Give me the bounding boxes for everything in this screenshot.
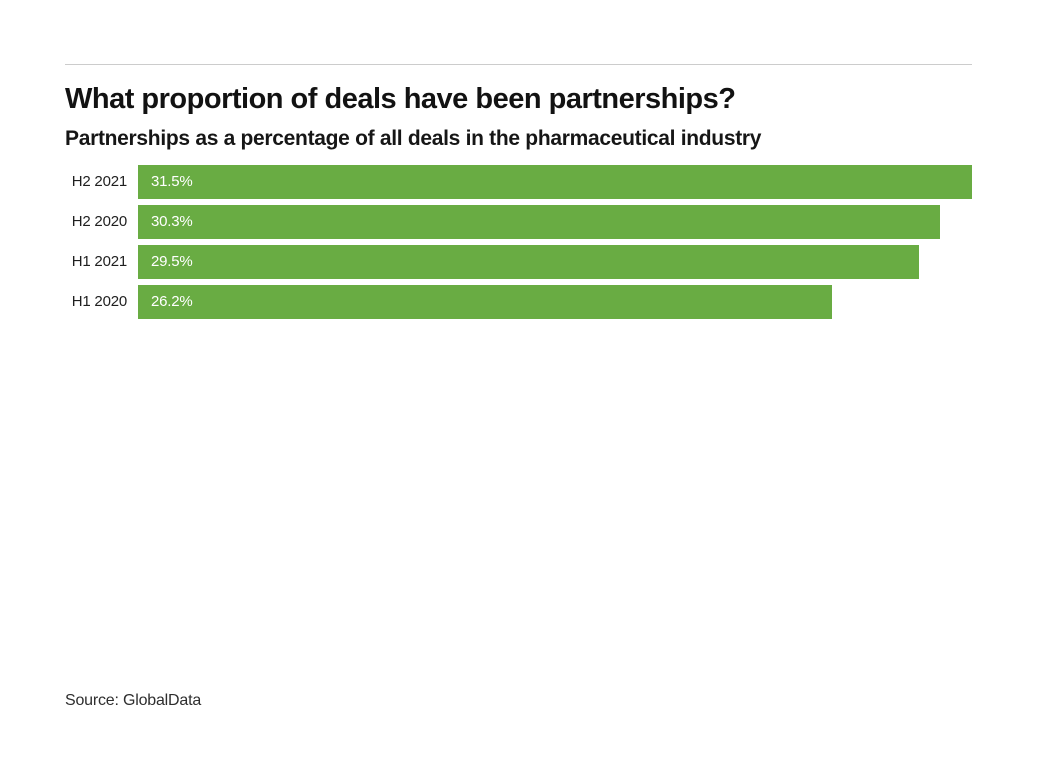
bar-track: 26.2%: [138, 284, 972, 319]
chart-title: What proportion of deals have been partn…: [65, 83, 736, 115]
bar-track: 29.5%: [138, 244, 972, 279]
bar: 29.5%: [138, 244, 920, 279]
top-divider: [65, 64, 972, 65]
category-label: H1 2020: [71, 293, 128, 311]
bar-value-label: 30.3%: [151, 213, 193, 231]
category-label: H2 2021: [71, 173, 128, 191]
bar-track: 30.3%: [138, 204, 972, 239]
chart-page: What proportion of deals have been partn…: [65, 0, 972, 325]
bar-value-label: 31.5%: [151, 173, 193, 191]
bar-row: H1 2020 26.2%: [65, 284, 972, 319]
bar: 31.5%: [138, 164, 972, 199]
bar-row: H1 2021 29.5%: [65, 244, 972, 279]
category-label: H2 2020: [71, 213, 128, 231]
bar-chart: H2 2021 31.5% H2 2020 30.3% H1 2021 29.5% H1 2…: [65, 164, 972, 319]
chart-subtitle: Partnerships as a percentage of all deal…: [65, 127, 762, 151]
source-note: Source: GlobalData: [65, 692, 202, 709]
bar-value-label: 26.2%: [151, 293, 193, 311]
bar-track: 31.5%: [138, 164, 972, 199]
bar-row: H2 2021 31.5%: [65, 164, 972, 199]
category-label: H1 2021: [71, 253, 128, 271]
bar: 26.2%: [138, 284, 832, 319]
bar: 30.3%: [138, 204, 941, 239]
bar-row: H2 2020 30.3%: [65, 204, 972, 239]
bar-value-label: 29.5%: [151, 253, 193, 271]
